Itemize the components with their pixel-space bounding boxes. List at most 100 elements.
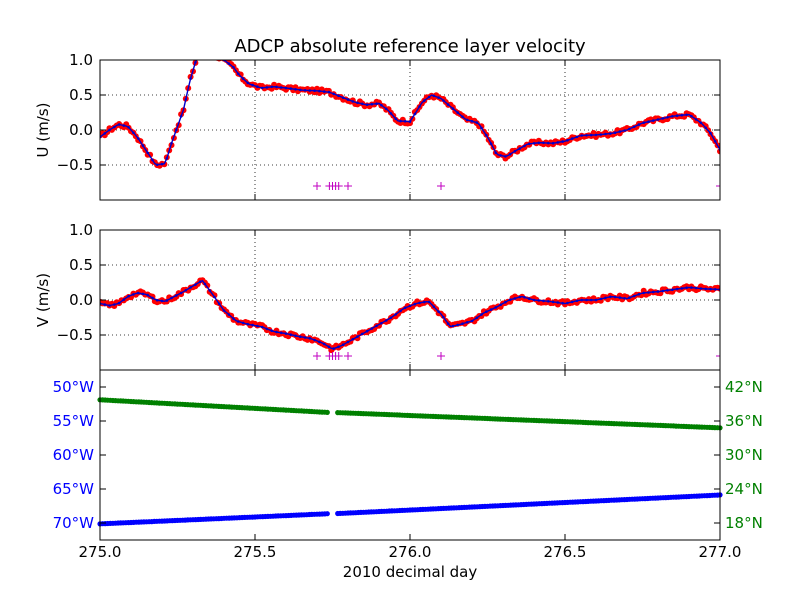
series-marker [547,141,550,145]
series-marker [680,113,684,117]
series-marker [322,90,326,93]
x-axis-label: 2010 decimal day [343,563,478,581]
series-marker [341,96,345,99]
series-marker [637,293,641,296]
series-marker [423,99,426,102]
series-marker [694,286,698,290]
series-marker [270,329,274,333]
latitude-tick-label: 36°N [725,412,763,430]
series-marker [375,324,378,328]
series-marker [623,129,626,132]
series-marker [117,123,121,126]
latitude-tick-label: 18°N [725,514,763,532]
series-marker [632,294,636,298]
series-marker [356,101,359,105]
series-marker [656,118,660,121]
series-marker [237,72,240,76]
series-marker [661,289,665,293]
series-marker [265,86,269,89]
longitude-tick-label: 70°W [53,514,95,532]
series-marker [403,120,407,123]
series-marker [518,295,521,299]
series-marker [380,321,383,325]
series-marker [485,310,488,314]
series-marker [580,134,583,137]
series-marker [155,298,159,302]
series-marker [475,121,479,124]
series-marker [394,313,398,316]
series-marker [237,320,240,323]
series-marker [394,117,398,120]
series-marker [160,299,164,303]
y-tick-label: −0.5 [57,156,93,174]
series-marker [370,327,374,330]
series-marker [203,282,207,286]
series-marker [523,296,526,299]
series-marker [589,133,593,137]
series-marker [499,154,502,157]
flag-marker [313,352,321,360]
series-marker [294,334,297,338]
series-marker [308,89,312,92]
data-point [211,292,218,299]
series-marker [513,150,517,153]
series-marker [260,325,264,329]
series-marker [527,297,531,301]
series-marker [713,288,717,291]
series-marker [704,287,707,291]
data-point [209,52,215,58]
series-marker [532,298,536,302]
series-marker [666,289,669,292]
series-marker [337,94,340,98]
flag-marker [437,352,445,360]
series-marker [685,113,688,117]
series-marker [294,88,297,91]
data-layer [100,277,720,360]
series-marker [318,340,321,344]
series-marker [284,332,288,335]
series-marker [475,316,479,320]
series-marker [284,86,288,90]
latitude-tick-label: 24°N [725,480,763,498]
series-marker [547,300,550,303]
series-marker [256,85,259,88]
series-marker [289,333,293,337]
series-marker [194,283,197,286]
series-marker [694,118,698,121]
series-marker [494,306,498,309]
series-marker [489,308,493,311]
series-marker [613,295,617,299]
longitude-tick-label: 60°W [53,446,95,464]
series-marker [103,303,107,306]
series-marker [456,323,460,327]
data-point [202,48,208,54]
series-marker [361,332,364,336]
series-marker [451,107,455,110]
series-marker [232,317,235,320]
flag-marker [344,352,352,360]
series-marker [575,135,579,139]
series-marker [308,337,312,340]
series-marker [127,294,130,298]
series-marker [580,298,583,302]
series-marker [370,102,374,106]
series-marker [141,144,145,147]
series-marker [270,85,274,89]
y-tick-label: 1.0 [69,51,93,69]
series-marker [399,119,402,123]
series-marker [418,105,421,108]
series-marker [175,128,178,132]
series-marker [241,77,245,80]
series-marker [365,103,369,106]
y-tick-label: 1.0 [69,221,93,239]
series-marker [132,131,135,134]
series-marker [551,300,555,304]
series-marker [599,133,603,136]
series-marker [313,89,316,92]
series-marker [585,134,588,137]
series-marker [651,119,655,122]
series-marker [279,331,283,335]
series-marker [251,323,254,327]
data-point [207,51,213,57]
series-marker [508,298,512,302]
